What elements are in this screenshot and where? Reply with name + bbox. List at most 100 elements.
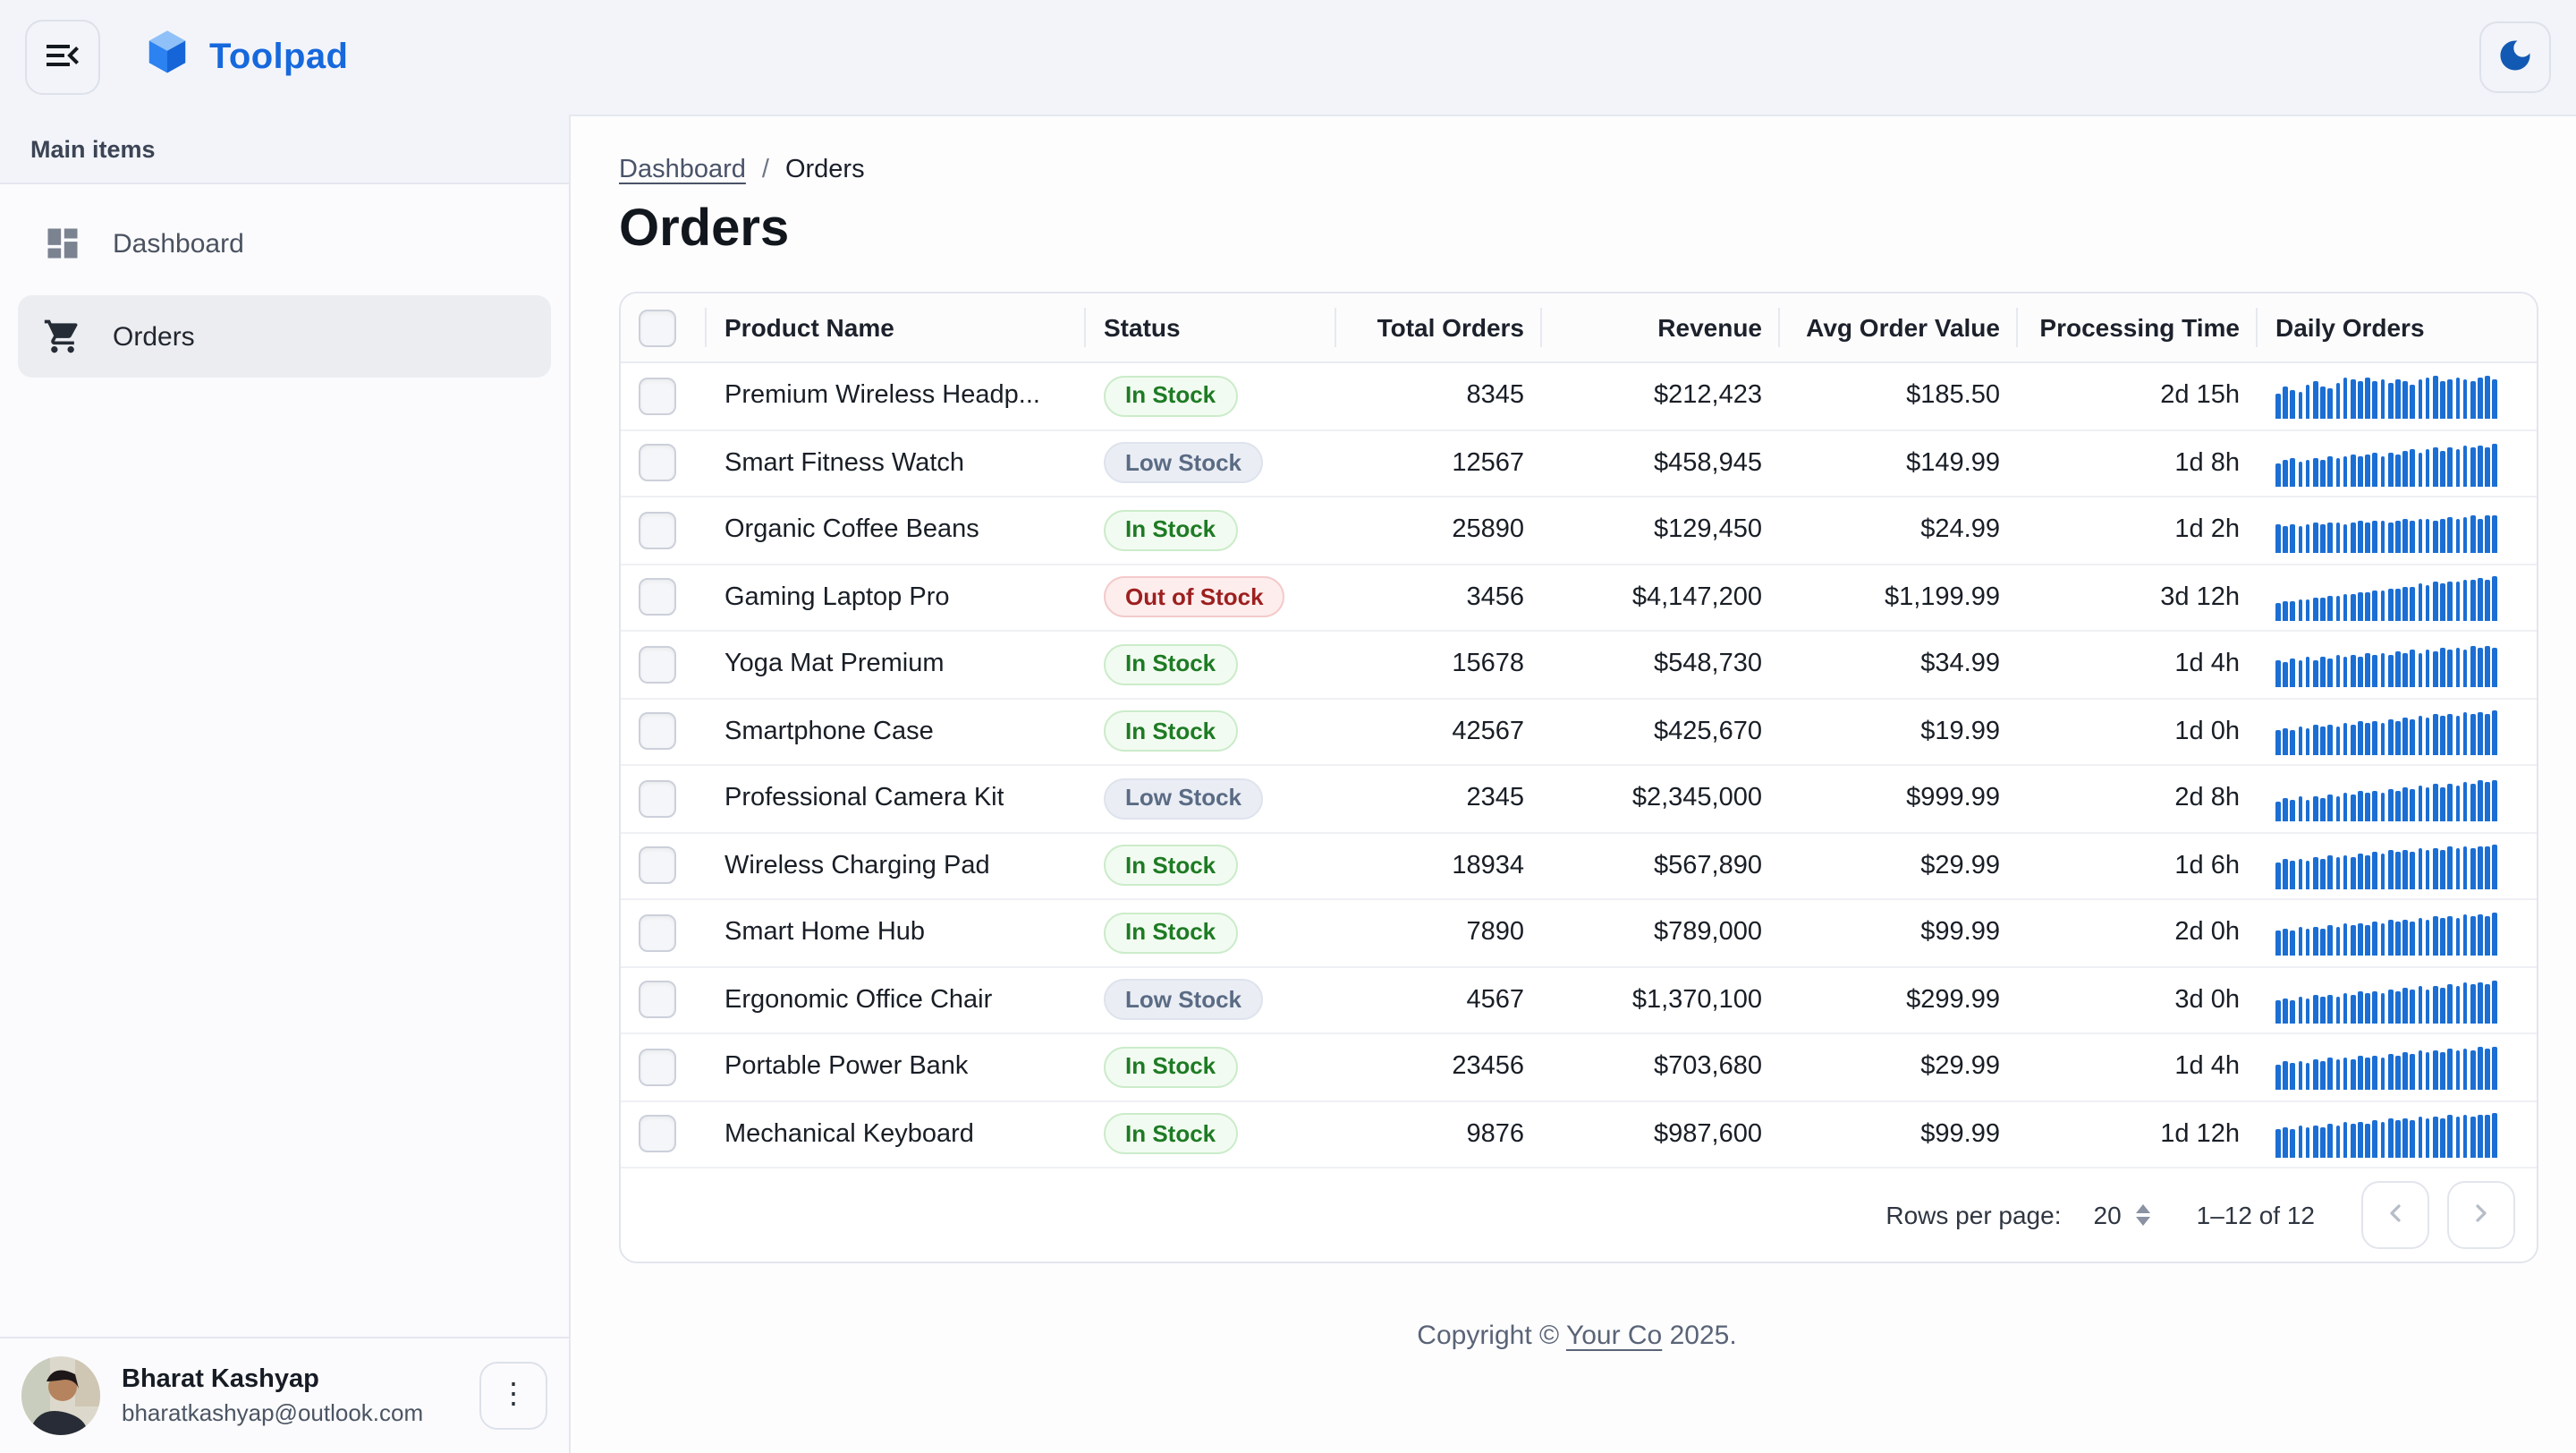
row-checkbox[interactable] — [639, 645, 676, 684]
sidebar-toggle-button[interactable] — [25, 20, 100, 95]
cell-status: Out of Stock — [1086, 576, 1336, 618]
row-checkbox[interactable] — [639, 1115, 676, 1153]
cell-text: 9876 — [1466, 1119, 1524, 1149]
cell-text: $425,670 — [1654, 717, 1762, 746]
row-checkbox[interactable] — [639, 779, 676, 818]
cell-status: In Stock — [1086, 1046, 1336, 1088]
cell-daily-orders — [2258, 910, 2537, 956]
table-row[interactable]: Premium Wireless Headp... In Stock 8345 $21… — [621, 363, 2537, 430]
table-row[interactable]: Smart Fitness Watch Low Stock 12567 $458,94… — [621, 430, 2537, 497]
cell-product-name: Gaming Laptop Pro — [707, 583, 1086, 612]
sidebar-item-orders[interactable]: Orders — [18, 295, 551, 378]
column-header-label: Product Name — [724, 313, 894, 342]
cell-revenue: $789,000 — [1542, 919, 1780, 947]
cell-text: $458,945 — [1654, 448, 1762, 478]
cell-text: $548,730 — [1654, 650, 1762, 679]
next-page-button[interactable] — [2447, 1181, 2515, 1249]
cell-total-orders: 18934 — [1336, 852, 1542, 880]
cell-processing-time: 1d 8h — [2018, 449, 2258, 478]
cell-text: Gaming Laptop Pro — [724, 582, 950, 612]
column-header-daily-orders[interactable]: Daily Orders — [2258, 293, 2537, 361]
table-row[interactable]: Yoga Mat Premium In Stock 15678 $548,730 $34… — [621, 632, 2537, 699]
table-row[interactable]: Professional Camera Kit Low Stock 2345 $2,3… — [621, 766, 2537, 833]
column-header-revenue[interactable]: Revenue — [1542, 293, 1780, 361]
daily-orders-sparkline — [2275, 507, 2498, 554]
orders-table: Product Name Status Total Orders Revenue Avg… — [619, 292, 2538, 1263]
column-header-processing-time[interactable]: Processing Time — [2018, 293, 2258, 361]
cell-processing-time: 1d 2h — [2018, 516, 2258, 545]
brand[interactable]: Toolpad — [143, 29, 348, 86]
row-checkbox[interactable] — [639, 981, 676, 1019]
cell-total-orders: 42567 — [1336, 718, 1542, 746]
breadcrumb: Dashboard / Orders — [619, 156, 2537, 184]
rows-per-page-select[interactable]: 20 — [2094, 1201, 2150, 1229]
table-row[interactable]: Mechanical Keyboard In Stock 9876 $987,600 $… — [621, 1101, 2537, 1168]
previous-page-button[interactable] — [2361, 1181, 2429, 1249]
table-pagination: Rows per page: 20 1–12 of 12 — [621, 1168, 2537, 1262]
sidebar-item-label: Dashboard — [113, 228, 244, 259]
row-checkbox[interactable] — [639, 511, 676, 549]
more-vertical-icon: ⋮ — [499, 1380, 528, 1410]
cell-status: In Stock — [1086, 710, 1336, 752]
row-checkbox-cell — [621, 645, 707, 684]
cell-text: $185.50 — [1906, 381, 2000, 411]
cell-text: $999.99 — [1906, 784, 2000, 813]
brand-title: Toolpad — [209, 37, 349, 76]
column-header-status[interactable]: Status — [1086, 293, 1336, 361]
table-row[interactable]: Ergonomic Office Chair Low Stock 4567 $1,37… — [621, 967, 2537, 1034]
breadcrumb-link-dashboard[interactable]: Dashboard — [619, 156, 746, 184]
cell-product-name: Smartphone Case — [707, 718, 1086, 746]
status-badge: Low Stock — [1104, 442, 1264, 484]
toolpad-logo-icon — [143, 29, 191, 86]
row-checkbox[interactable] — [639, 578, 676, 616]
row-checkbox-cell — [621, 846, 707, 885]
status-badge: In Stock — [1104, 1046, 1238, 1088]
user-menu-button[interactable]: ⋮ — [479, 1362, 547, 1430]
row-checkbox[interactable] — [639, 1048, 676, 1086]
column-header-avg-order-value[interactable]: Avg Order Value — [1780, 293, 2018, 361]
cell-daily-orders — [2258, 843, 2537, 889]
row-checkbox-cell — [621, 712, 707, 751]
select-all-checkbox[interactable] — [639, 309, 676, 346]
row-checkbox[interactable] — [639, 377, 676, 415]
status-badge: In Stock — [1104, 643, 1238, 685]
cell-total-orders: 3456 — [1336, 583, 1542, 612]
cell-status: In Stock — [1086, 509, 1336, 551]
select-all-cell — [621, 293, 707, 361]
table-row[interactable]: Organic Coffee Beans In Stock 25890 $129,45… — [621, 497, 2537, 565]
sidebar-item-dashboard[interactable]: Dashboard — [18, 202, 551, 285]
row-checkbox-cell — [621, 444, 707, 482]
row-checkbox[interactable] — [639, 712, 676, 751]
cell-avg-order-value: $29.99 — [1780, 1053, 2018, 1082]
daily-orders-sparkline — [2275, 776, 2498, 822]
table-row[interactable]: Smartphone Case In Stock 42567 $425,670 $19.… — [621, 699, 2537, 766]
row-checkbox[interactable] — [639, 444, 676, 482]
cell-text: 7890 — [1466, 918, 1524, 947]
table-row[interactable]: Smart Home Hub In Stock 7890 $789,000 $99.99… — [621, 900, 2537, 967]
cell-text: $1,370,100 — [1631, 985, 1762, 1015]
copyright-company-link[interactable]: Your Co — [1565, 1321, 1663, 1351]
cell-avg-order-value: $999.99 — [1780, 785, 2018, 813]
cell-processing-time: 1d 4h — [2018, 1053, 2258, 1082]
cell-text: $24.99 — [1920, 515, 2000, 545]
table-row[interactable]: Wireless Charging Pad In Stock 18934 $567,8… — [621, 833, 2537, 900]
cell-processing-time: 1d 6h — [2018, 852, 2258, 880]
theme-toggle-button[interactable] — [2479, 21, 2551, 93]
cell-avg-order-value: $185.50 — [1780, 382, 2018, 411]
row-checkbox[interactable] — [639, 913, 676, 952]
row-checkbox-cell — [621, 981, 707, 1019]
table-row[interactable]: Gaming Laptop Pro Out of Stock 3456 $4,147,… — [621, 565, 2537, 632]
column-header-total-orders[interactable]: Total Orders — [1336, 293, 1542, 361]
column-header-product-name[interactable]: Product Name — [707, 293, 1086, 361]
row-checkbox[interactable] — [639, 846, 676, 885]
cell-revenue: $4,147,200 — [1542, 583, 1780, 612]
cell-text: $212,423 — [1654, 381, 1762, 411]
table-row[interactable]: Portable Power Bank In Stock 23456 $703,680… — [621, 1034, 2537, 1101]
cell-text: $703,680 — [1654, 1052, 1762, 1082]
cell-text: 3d 12h — [2160, 582, 2240, 612]
footer-copyright: Copyright © Your Co 2025. — [619, 1321, 2535, 1351]
sidebar-nav: Dashboard Orders — [0, 184, 569, 1337]
breadcrumb-current: Orders — [784, 156, 865, 184]
cell-text: 1d 0h — [2174, 717, 2240, 746]
cell-processing-time: 2d 8h — [2018, 785, 2258, 813]
